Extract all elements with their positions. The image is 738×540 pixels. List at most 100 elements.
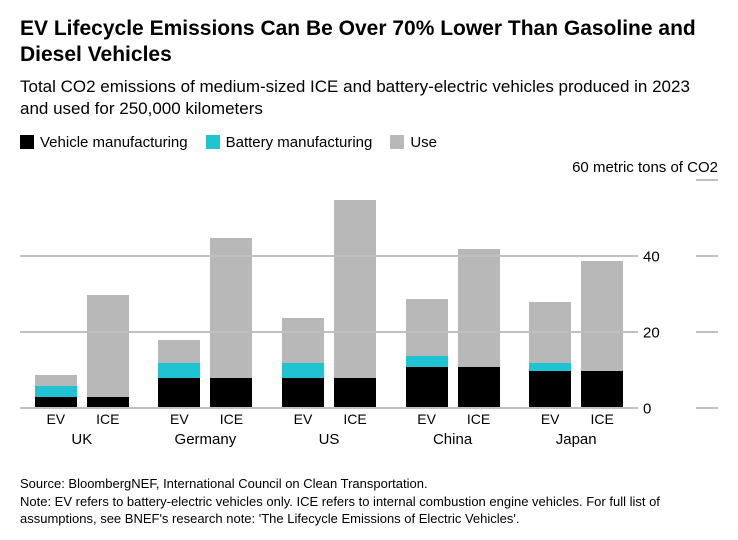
stacked-bar xyxy=(87,181,129,409)
country-group xyxy=(20,181,144,409)
group-label-column: EV ICE US xyxy=(267,409,391,449)
bar-column xyxy=(282,181,324,409)
country-label: Germany xyxy=(144,431,268,448)
legend-swatch-battery xyxy=(206,135,220,149)
bar-column xyxy=(406,181,448,409)
legend-item-use: Use xyxy=(390,134,437,151)
legend-label-battery: Battery manufacturing xyxy=(226,134,373,151)
bar-label: ICE xyxy=(334,411,376,427)
legend: Vehicle manufacturing Battery manufactur… xyxy=(20,134,718,151)
y-tick-mark xyxy=(696,179,718,181)
country-label: Japan xyxy=(514,431,638,448)
bar-segment-vehicle xyxy=(282,378,324,408)
y-tick-mark xyxy=(696,407,718,409)
bar-label: EV xyxy=(35,411,77,427)
bar-label: ICE xyxy=(458,411,500,427)
bar-label: EV xyxy=(406,411,448,427)
stacked-bar xyxy=(282,181,324,409)
gridline xyxy=(20,331,638,333)
y-tick-label: 20 xyxy=(643,324,660,341)
bar-label: EV xyxy=(282,411,324,427)
x-axis-labels: EVICEUKEVICEGermanyEVICEUSEVICEChinaEVIC… xyxy=(20,409,638,449)
bar-pair-labels: EV ICE xyxy=(391,411,515,427)
group-label-column: EVICE Japan xyxy=(514,409,638,449)
bar-label: ICE xyxy=(581,411,623,427)
bar-pair xyxy=(514,181,638,409)
stacked-bar xyxy=(210,181,252,409)
bar-pair xyxy=(267,181,391,409)
bar-segment-use xyxy=(87,295,129,398)
bar-segment-use xyxy=(458,249,500,367)
footer-note: Note: EV refers to battery-electric vehi… xyxy=(20,493,718,528)
y-axis: 02040 xyxy=(643,181,718,409)
bar-segment-use xyxy=(35,375,77,386)
bar-pair xyxy=(391,181,515,409)
bar-pair-labels: EVICE xyxy=(514,411,638,427)
bar-segment-battery xyxy=(529,363,571,371)
bar-groups xyxy=(20,181,638,409)
stacked-bar xyxy=(529,181,571,409)
stacked-bar xyxy=(406,181,448,409)
group-label-column: EV ICE China xyxy=(391,409,515,449)
stacked-bar xyxy=(458,181,500,409)
country-group xyxy=(391,181,515,409)
y-tick-label: 40 xyxy=(643,248,660,265)
country-group xyxy=(514,181,638,409)
bar-segment-vehicle xyxy=(334,378,376,408)
legend-swatch-use xyxy=(390,135,404,149)
bar-column xyxy=(529,181,571,409)
gridline xyxy=(20,255,638,257)
bar-pair-labels: EV ICE xyxy=(267,411,391,427)
bar-column xyxy=(158,181,200,409)
bar-column xyxy=(581,181,623,409)
bar-segment-vehicle xyxy=(581,371,623,409)
chart-footer: Source: BloombergNEF, International Coun… xyxy=(20,475,718,528)
bar-pair-labels: EV ICE xyxy=(144,411,268,427)
plot-region xyxy=(20,181,638,409)
bar-pair-labels: EVICE xyxy=(20,411,144,427)
bar-segment-battery xyxy=(282,363,324,378)
bar-column xyxy=(87,181,129,409)
bar-column xyxy=(35,181,77,409)
footer-source: Source: BloombergNEF, International Coun… xyxy=(20,475,718,493)
bar-label: ICE xyxy=(210,411,252,427)
bar-segment-use xyxy=(282,318,324,364)
legend-swatch-vehicle xyxy=(20,135,34,149)
bar-segment-battery xyxy=(158,363,200,378)
bar-column xyxy=(334,181,376,409)
bar-segment-battery xyxy=(35,386,77,397)
y-tick-label: 0 xyxy=(643,400,651,417)
y-axis-title: 60 metric tons of CO2 xyxy=(572,159,718,176)
country-label: US xyxy=(267,431,391,448)
bar-segment-vehicle xyxy=(529,371,571,409)
legend-item-vehicle: Vehicle manufacturing xyxy=(20,134,188,151)
chart-page: EV Lifecycle Emissions Can Be Over 70% L… xyxy=(0,0,738,540)
bar-column xyxy=(210,181,252,409)
bar-segment-vehicle xyxy=(158,378,200,408)
country-label: UK xyxy=(20,431,144,448)
group-label-column: EVICE UK xyxy=(20,409,144,449)
stacked-bar xyxy=(581,181,623,409)
chart-area: 60 metric tons of CO2 02040 EVICEUKEVICE… xyxy=(20,159,718,449)
bar-segment-use xyxy=(210,238,252,379)
bar-segment-battery xyxy=(406,356,448,367)
bar-segment-use xyxy=(158,340,200,363)
bar-label: EV xyxy=(158,411,200,427)
country-group xyxy=(267,181,391,409)
stacked-bar xyxy=(334,181,376,409)
legend-label-vehicle: Vehicle manufacturing xyxy=(40,134,188,151)
bar-segment-vehicle xyxy=(458,367,500,409)
bar-segment-use xyxy=(529,302,571,363)
legend-item-battery: Battery manufacturing xyxy=(206,134,373,151)
bar-segment-vehicle xyxy=(406,367,448,409)
bar-segment-vehicle xyxy=(210,378,252,408)
y-tick-mark xyxy=(696,255,718,257)
bar-pair xyxy=(144,181,268,409)
country-label: China xyxy=(391,431,515,448)
bar-pair xyxy=(20,181,144,409)
bar-column xyxy=(458,181,500,409)
bar-segment-use xyxy=(581,261,623,371)
chart-subtitle: Total CO2 emissions of medium-sized ICE … xyxy=(20,76,718,120)
chart-title: EV Lifecycle Emissions Can Be Over 70% L… xyxy=(20,16,718,69)
stacked-bar xyxy=(35,181,77,409)
